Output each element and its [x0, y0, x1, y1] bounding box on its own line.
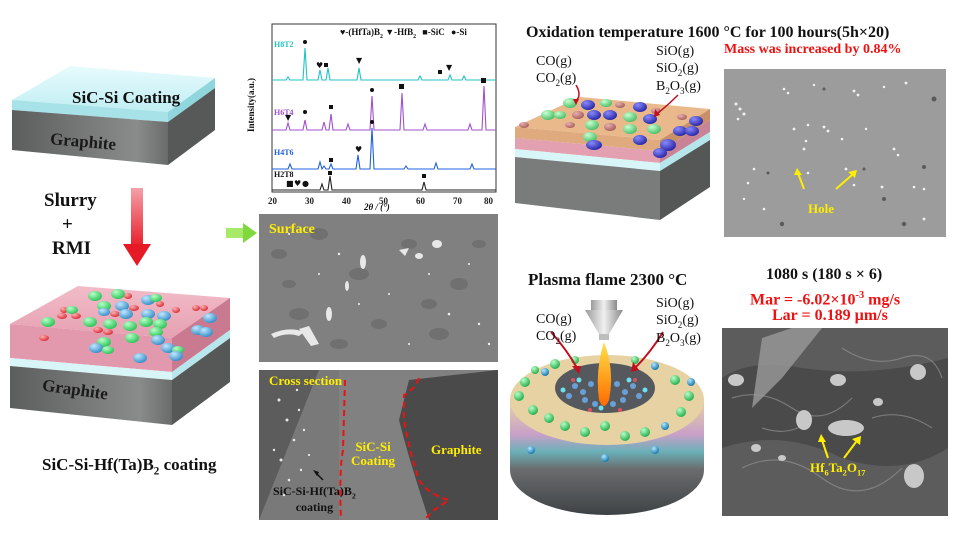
hf6ta2o17-label: Hf6Ta2O17	[810, 460, 866, 478]
sic-si-coating-label: SiC-Si Coating	[72, 88, 181, 107]
process-rmi-label: RMI	[52, 238, 92, 259]
process-slurry-label: Slurry	[44, 190, 97, 211]
sic-si-coated-graphite-block	[12, 66, 215, 165]
mass-ablation-rate: Mar = -6.02×10-3 mg/s	[750, 290, 901, 309]
down-arrow-icon	[123, 188, 151, 266]
hfta-region-label: SiC-Si-Hf(Ta)B2 coating	[273, 484, 356, 515]
series-label-h6t4: H6T4	[274, 108, 294, 117]
hfta-coated-graphite-block	[10, 286, 230, 425]
svg-text:60: 60	[416, 196, 426, 206]
series-label-h2t8: H2T8	[274, 170, 294, 179]
ablation-sem-image: Hf6Ta2O17	[722, 328, 948, 516]
svg-text:30: 30	[305, 196, 315, 206]
xrd-xlabel: 2θ / (°)	[364, 202, 390, 212]
series-h4t6	[272, 127, 496, 171]
series-label-h4t6: H4T6	[274, 148, 294, 157]
mass-increase-result: Mass was increased by 0.84%	[724, 42, 902, 57]
svg-text:♥: ♥	[294, 179, 301, 188]
xrd-ylabel: Intensity(a.u.)	[246, 77, 257, 133]
series-h6t4	[272, 85, 496, 131]
graphite-region-label: Graphite	[431, 442, 482, 457]
plasma-gas-left: CO(g) CO2(g)	[536, 312, 577, 346]
hole-label: Hole	[808, 201, 834, 216]
svg-text:♥: ♥	[316, 61, 323, 70]
oxidation-sem-image: Hole	[724, 69, 946, 237]
series-h2t8	[272, 175, 496, 191]
oxidation-title: Oxidation temperature 1600 °C for 100 ho…	[526, 24, 890, 41]
oxidation-gas-right: SiO(g) SiO2(g) B2O3(g)	[656, 44, 701, 96]
oxidation-gas-left: CO(g) CO2(g)	[536, 54, 577, 88]
svg-text:●: ●	[302, 179, 309, 188]
cross-section-label: Cross section	[269, 373, 343, 388]
xrd-chart: ▼ ♥ ▼ ▼ ♥ ■ ♥ ● 20 30 40 50 60 70 80 ♥-(HfTa)B2 ▼…	[246, 8, 500, 213]
particles	[39, 289, 217, 363]
plasma-title: Plasma flame 2300 °C	[528, 270, 688, 289]
left-panel: SiC-Si Coating Graphite Slurry + RMI	[0, 0, 250, 540]
svg-text:70: 70	[453, 196, 463, 206]
svg-text:50: 50	[379, 196, 389, 206]
svg-text:♥: ♥	[355, 145, 362, 154]
sic-si-coating-region-label: SiC-Si Coating	[351, 439, 396, 469]
svg-text:40: 40	[342, 196, 352, 206]
series-h8t2	[272, 47, 496, 81]
process-plus-label: +	[62, 214, 73, 235]
svg-text:▼: ▼	[356, 56, 363, 65]
svg-text:20: 20	[268, 196, 278, 206]
surface-sem-image: Surface	[259, 214, 498, 362]
svg-text:■: ■	[286, 179, 294, 188]
xrd-legend: ♥-(HfTa)B2 ▼-HfB2 ■-SiC ●-Si	[340, 27, 467, 40]
linear-ablation-rate: Lar = 0.189 µm/s	[772, 307, 888, 324]
hfta-coating-caption: SiC-Si-Hf(Ta)B2 coating	[42, 455, 217, 478]
svg-text:▼: ▼	[446, 63, 453, 72]
oxidized-block-diagram	[515, 85, 710, 220]
svg-text:80: 80	[484, 196, 494, 206]
plasma-flame-diagram	[510, 300, 704, 515]
svg-text:▼: ▼	[285, 113, 292, 122]
plasma-gas-right: SiO(g) SiO2(g) B2O3(g)	[656, 296, 701, 348]
right-arrow-icon	[226, 223, 257, 243]
surface-label: Surface	[269, 222, 315, 237]
plasma-duration: 1080 s (180 s × 6)	[766, 266, 883, 283]
cross-section-sem-image: Cross section SiC-Si Coating Graphite Si…	[259, 370, 498, 520]
series-label-h8t2: H8T2	[274, 40, 294, 49]
